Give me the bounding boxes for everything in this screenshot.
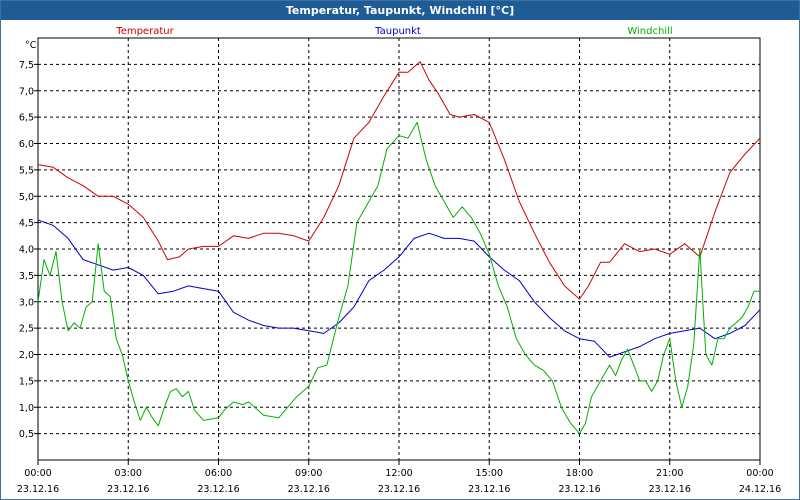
x-tick-date: 23.12.16 — [197, 484, 239, 495]
y-tick-label: 6,5 — [19, 113, 34, 124]
x-tick-time: 12:00 — [385, 468, 412, 479]
grid-lines — [38, 38, 760, 460]
x-tick-date: 23.12.16 — [17, 484, 59, 495]
y-tick-label: 3,5 — [19, 271, 34, 282]
window-title: Temperatur, Taupunkt, Windchill [°C] — [1, 1, 799, 20]
y-tick-label: 1,5 — [19, 376, 34, 387]
y-tick-label: 2,5 — [19, 324, 34, 335]
x-tick-time: 09:00 — [295, 468, 322, 479]
y-tick-label: 5,5 — [19, 165, 34, 176]
y-tick-label: 1,0 — [19, 403, 34, 414]
legend-taupunkt: Taupunkt — [374, 26, 421, 37]
y-tick-label: 4,5 — [19, 218, 34, 229]
legend-temperatur: Temperatur — [115, 26, 174, 37]
x-tick-time: 18:00 — [566, 468, 593, 479]
y-tick-label: 6,0 — [19, 139, 34, 150]
x-tick-time: 00:00 — [746, 468, 773, 479]
y-tick-label: 3,0 — [19, 297, 34, 308]
x-tick-date: 24.12.16 — [739, 484, 781, 495]
y-tick-label: 2,0 — [19, 350, 34, 361]
x-tick-time: 00:00 — [24, 468, 51, 479]
y-tick-label: 0,5 — [19, 429, 34, 440]
x-tick-time: 15:00 — [476, 468, 503, 479]
y-tick-label: 4,0 — [19, 245, 34, 256]
y-tick-label: 7,5 — [19, 60, 34, 71]
series-line-windchill — [37, 121, 760, 435]
series-lines — [37, 61, 761, 435]
x-tick-date: 23.12.16 — [378, 484, 420, 495]
x-tick-date: 23.12.16 — [107, 484, 149, 495]
x-tick-time: 03:00 — [115, 468, 142, 479]
x-tick-date: 23.12.16 — [468, 484, 510, 495]
y-tick-label: 5,0 — [19, 192, 34, 203]
y-tick-label: 7,0 — [19, 86, 34, 97]
series-line-taupunkt — [37, 219, 761, 358]
legend: Temperatur Taupunkt Windchill — [115, 26, 672, 37]
y-axis-unit: °C — [25, 40, 37, 51]
x-tick-time: 06:00 — [205, 468, 232, 479]
x-tick-date: 23.12.16 — [558, 484, 600, 495]
x-tick-time: 21:00 — [656, 468, 683, 479]
x-tick-date: 23.12.16 — [649, 484, 691, 495]
x-tick-date: 23.12.16 — [288, 484, 330, 495]
series-line-temperatur — [37, 61, 761, 300]
axis-ticks: 0,5 1,0 1,5 2,0 2,5 3,0 3,5 4,0 4,5 5,0 5,5 6,0 6,5 7… — [17, 60, 781, 495]
legend-windchill: Windchill — [627, 26, 672, 37]
